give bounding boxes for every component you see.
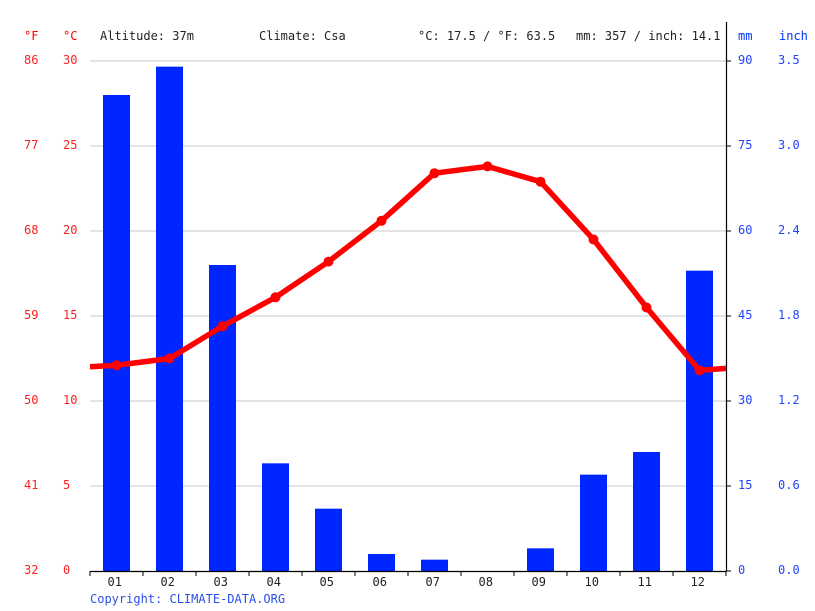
fahrenheit-tick-label: 32: [24, 563, 39, 577]
precipitation-bar: [315, 508, 342, 571]
temperature-point: [217, 321, 228, 332]
inch-tick-label: 3.5: [778, 53, 800, 67]
temperature-point: [376, 215, 387, 226]
celsius-tick-label: 20: [63, 223, 78, 237]
inch-unit-label: inch: [779, 29, 808, 43]
mm-tick-label: 0: [738, 563, 746, 577]
inch-tick-label: 0.6: [778, 478, 800, 492]
fahrenheit-tick-label: 50: [24, 393, 39, 407]
mm-tick-label: 90: [738, 53, 753, 67]
inch-tick-label: 1.2: [778, 393, 800, 407]
celsius-tick-label: 15: [63, 308, 78, 322]
celsius-tick-label: 0: [63, 563, 71, 577]
mm-tick-label: 15: [738, 478, 753, 492]
altitude-label: Altitude: 37m: [100, 29, 194, 43]
month-tick-label: 01: [107, 575, 122, 589]
celsius-tick-label: 30: [63, 53, 78, 67]
precipitation-bar: [156, 66, 183, 572]
precipitation-bar: [686, 270, 713, 571]
fahrenheit-tick-label: 41: [24, 478, 39, 492]
mm-tick-label: 60: [738, 223, 753, 237]
temperature-point: [482, 161, 493, 172]
mm-unit-label: mm: [738, 29, 753, 43]
temperature-line: [89, 163, 727, 374]
month-tick-label: 08: [478, 575, 493, 589]
temperature-point: [323, 256, 334, 267]
temperature-summary: °C: 17.5 / °F: 63.5: [418, 29, 556, 43]
temperature-point: [164, 353, 175, 364]
inch-tick-label: 1.8: [778, 308, 800, 322]
copyright-link[interactable]: Copyright: CLIMATE-DATA.ORG: [90, 592, 286, 606]
month-tick-label: 03: [213, 575, 228, 589]
precipitation-bar: [103, 95, 130, 571]
temperature-point: [694, 365, 705, 376]
temperature-point: [535, 176, 546, 187]
month-tick-label: 05: [319, 575, 334, 589]
month-tick-label: 06: [372, 575, 387, 589]
precipitation-bar: [368, 554, 395, 571]
precipitation-summary: mm: 357 / inch: 14.1: [576, 29, 721, 43]
month-tick-label: 04: [266, 575, 281, 589]
inch-tick-label: 2.4: [778, 223, 800, 237]
precipitation-bar: [527, 548, 554, 571]
inch-tick-label: 0.0: [778, 563, 800, 577]
precipitation-bar: [262, 463, 289, 571]
month-tick-label: 10: [584, 575, 599, 589]
celsius-tick-label: 25: [63, 138, 78, 152]
precipitation-bar: [633, 452, 660, 571]
mm-tick-label: 45: [738, 308, 753, 322]
inch-tick-label: 3.0: [778, 138, 800, 152]
month-tick-label: 09: [531, 575, 546, 589]
fahrenheit-tick-label: 59: [24, 308, 39, 322]
precipitation-bar: [580, 474, 607, 571]
fahrenheit-tick-label: 68: [24, 223, 39, 237]
precipitation-bar: [421, 559, 448, 571]
month-tick-label: 12: [690, 575, 705, 589]
celsius-unit-label: °C: [63, 29, 78, 43]
precipitation-bar: [209, 265, 236, 571]
climate-label: Climate: Csa: [259, 29, 346, 43]
fahrenheit-unit-label: °F: [24, 29, 39, 43]
temperature-point: [111, 360, 122, 371]
month-tick-label: 11: [637, 575, 652, 589]
month-tick-label: 07: [425, 575, 440, 589]
temperature-point: [588, 234, 599, 245]
temperature-point: [270, 292, 281, 303]
temperature-point: [641, 302, 652, 313]
temperature-point: [429, 168, 440, 179]
month-tick-label: 02: [160, 575, 175, 589]
celsius-tick-label: 5: [63, 478, 71, 492]
fahrenheit-tick-label: 86: [24, 53, 39, 67]
fahrenheit-tick-label: 77: [24, 138, 39, 152]
mm-tick-label: 30: [738, 393, 753, 407]
mm-tick-label: 75: [738, 138, 753, 152]
celsius-tick-label: 10: [63, 393, 78, 407]
